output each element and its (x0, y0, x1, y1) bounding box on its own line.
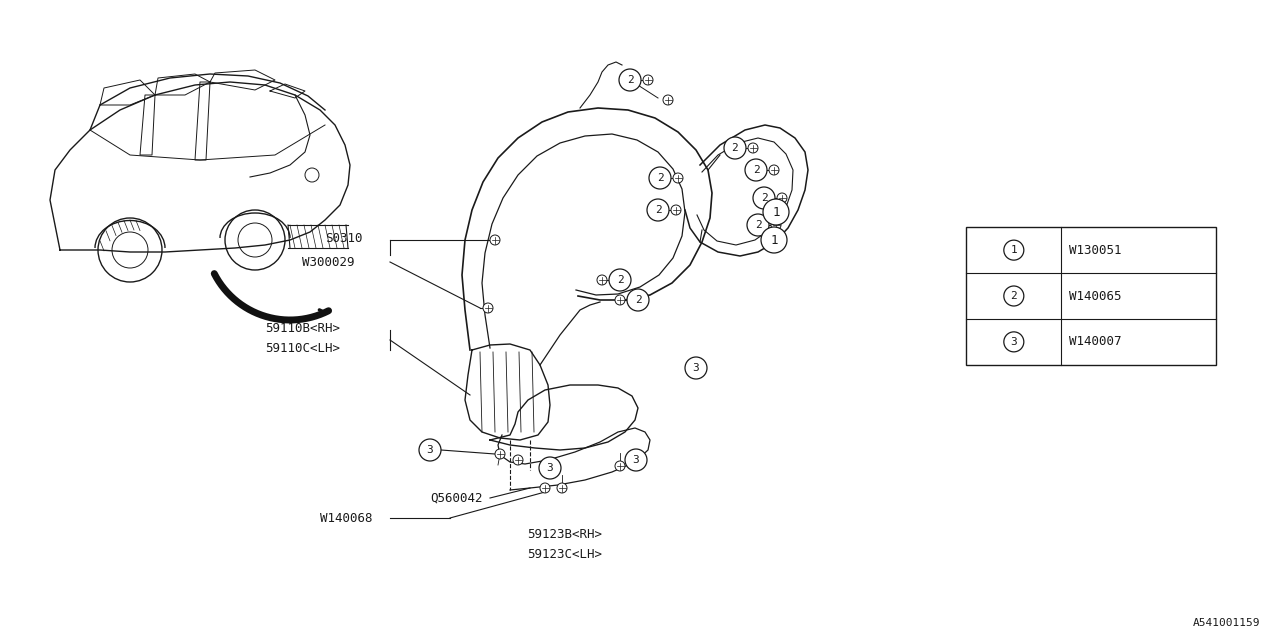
Text: 2: 2 (654, 205, 662, 215)
Bar (966, 227, 1216, 365)
Text: 1: 1 (771, 234, 778, 246)
Text: W140065: W140065 (1069, 289, 1121, 303)
Text: 1: 1 (772, 205, 780, 218)
Text: 2: 2 (1010, 291, 1018, 301)
Text: A541001159: A541001159 (1193, 618, 1260, 628)
Text: 59110C<LH>: 59110C<LH> (265, 342, 340, 355)
Text: 59123C<LH>: 59123C<LH> (527, 548, 602, 561)
Circle shape (685, 357, 707, 379)
Circle shape (771, 220, 781, 230)
Circle shape (483, 303, 493, 313)
Circle shape (627, 289, 649, 311)
Circle shape (1004, 332, 1024, 352)
Circle shape (763, 199, 788, 225)
Circle shape (673, 173, 684, 183)
Circle shape (769, 165, 780, 175)
Text: 3: 3 (547, 463, 553, 473)
Text: 2: 2 (635, 295, 641, 305)
Text: 3: 3 (1010, 337, 1018, 347)
Circle shape (539, 457, 561, 479)
Text: 3: 3 (632, 455, 640, 465)
Text: 2: 2 (627, 75, 634, 85)
Circle shape (609, 269, 631, 291)
Text: 3: 3 (426, 445, 434, 455)
Text: S0310: S0310 (325, 232, 362, 244)
Circle shape (643, 75, 653, 85)
Text: W140068: W140068 (320, 511, 372, 525)
Circle shape (753, 187, 774, 209)
Text: W130051: W130051 (1069, 244, 1121, 257)
Text: W140007: W140007 (1069, 335, 1121, 348)
Text: 2: 2 (753, 165, 759, 175)
Circle shape (748, 143, 758, 153)
Circle shape (614, 295, 625, 305)
Circle shape (557, 483, 567, 493)
Text: 2: 2 (755, 220, 762, 230)
Text: 59123B<RH>: 59123B<RH> (527, 529, 602, 541)
Circle shape (620, 69, 641, 91)
Circle shape (419, 439, 442, 461)
Circle shape (540, 483, 550, 493)
Circle shape (596, 275, 607, 285)
Text: Q560042: Q560042 (430, 492, 483, 504)
Circle shape (671, 205, 681, 215)
Circle shape (745, 159, 767, 181)
Text: 59110B<RH>: 59110B<RH> (265, 321, 340, 335)
Circle shape (513, 455, 524, 465)
Circle shape (649, 167, 671, 189)
Circle shape (724, 137, 746, 159)
Circle shape (646, 199, 669, 221)
Text: 1: 1 (1010, 245, 1018, 255)
Text: 3: 3 (692, 363, 699, 373)
Circle shape (490, 235, 500, 245)
Circle shape (748, 214, 769, 236)
Circle shape (495, 449, 506, 459)
Circle shape (1004, 286, 1024, 306)
Text: 2: 2 (617, 275, 623, 285)
Circle shape (663, 95, 673, 105)
Circle shape (614, 461, 625, 471)
Text: 2: 2 (732, 143, 739, 153)
Circle shape (1004, 240, 1024, 260)
Circle shape (625, 449, 646, 471)
Text: W300029: W300029 (302, 255, 355, 269)
Text: 2: 2 (760, 193, 768, 203)
Circle shape (762, 227, 787, 253)
Text: 2: 2 (657, 173, 663, 183)
Circle shape (777, 193, 787, 203)
